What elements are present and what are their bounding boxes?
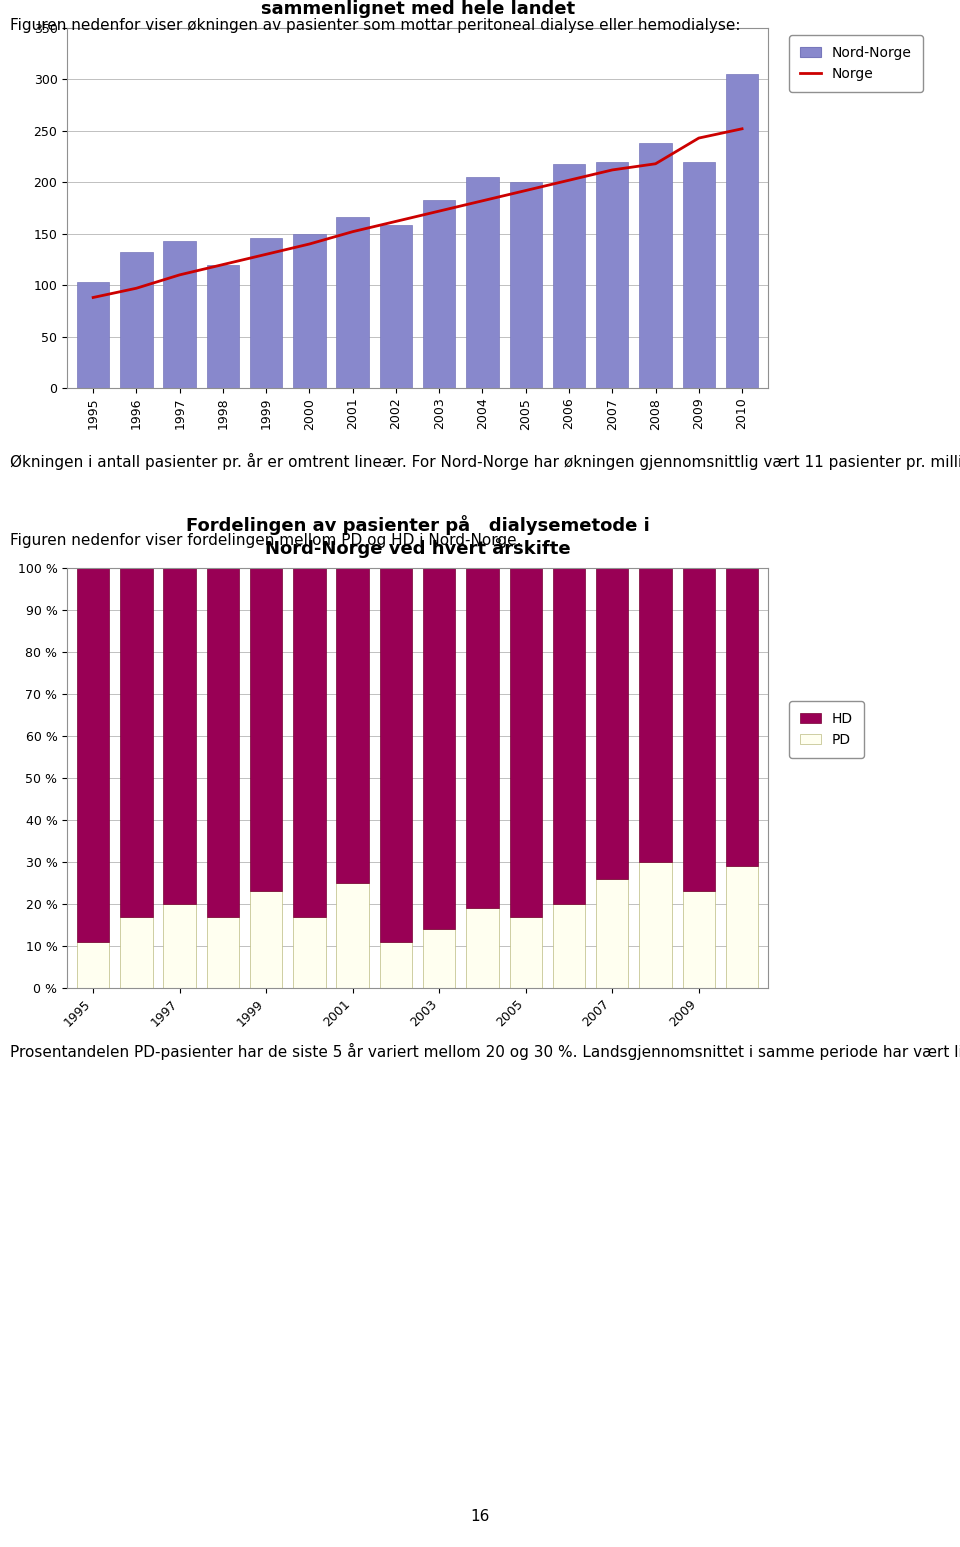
Bar: [206, 568, 239, 917]
Bar: [337, 568, 369, 883]
Bar: [293, 917, 325, 989]
Bar: [163, 241, 196, 388]
Bar: [206, 917, 239, 989]
Bar: [337, 883, 369, 989]
Bar: [337, 217, 369, 388]
Bar: [293, 568, 325, 917]
Bar: [120, 568, 153, 917]
Bar: [467, 178, 498, 388]
Text: Prosentandelen PD-pasienter har de siste 5 år variert mellom 20 og 30 %. Landsgj: Prosentandelen PD-pasienter har de siste…: [10, 1043, 960, 1060]
Text: Økningen i antall pasienter pr. år er omtrent lineær. For Nord-Norge har økninge: Økningen i antall pasienter pr. år er om…: [10, 453, 960, 470]
Bar: [467, 568, 498, 908]
Bar: [77, 942, 109, 989]
Bar: [553, 568, 586, 903]
Title: Fordelingen av pasienter på   dialysemetode i
Nord-Norge ved hvert årskifte: Fordelingen av pasienter på dialysemetod…: [185, 515, 650, 558]
Bar: [596, 162, 629, 388]
Bar: [553, 903, 586, 989]
Bar: [639, 862, 672, 989]
Bar: [683, 568, 715, 891]
Bar: [596, 879, 629, 989]
Bar: [467, 908, 498, 989]
Legend: Nord-Norge, Norge: Nord-Norge, Norge: [789, 36, 923, 93]
Bar: [683, 891, 715, 989]
Bar: [553, 164, 586, 388]
Legend: HD, PD: HD, PD: [789, 701, 864, 758]
Bar: [250, 238, 282, 388]
Bar: [77, 282, 109, 388]
Bar: [510, 183, 542, 388]
Bar: [120, 917, 153, 989]
Bar: [423, 930, 455, 989]
Bar: [510, 917, 542, 989]
Bar: [206, 265, 239, 388]
Bar: [250, 891, 282, 989]
Bar: [510, 568, 542, 917]
Bar: [726, 568, 758, 866]
Bar: [726, 74, 758, 388]
Bar: [77, 568, 109, 942]
Bar: [683, 162, 715, 388]
Bar: [726, 866, 758, 989]
Bar: [163, 568, 196, 903]
Bar: [423, 200, 455, 388]
Bar: [596, 568, 629, 879]
Bar: [120, 252, 153, 388]
Text: 16: 16: [470, 1508, 490, 1524]
Bar: [293, 234, 325, 388]
Bar: [639, 568, 672, 862]
Title: Antall pas. i dialysebehanding pr. million ved
begynnelsen av hvert år i Nord-No: Antall pas. i dialysebehanding pr. milli…: [190, 0, 645, 19]
Bar: [380, 568, 412, 942]
Bar: [163, 903, 196, 989]
Bar: [639, 144, 672, 388]
Bar: [250, 568, 282, 891]
Bar: [380, 942, 412, 989]
Bar: [380, 226, 412, 388]
Text: Figuren nedenfor viser økningen av pasienter som mottar peritoneal dialyse eller: Figuren nedenfor viser økningen av pasie…: [10, 19, 740, 32]
Bar: [423, 568, 455, 930]
Text: Figuren nedenfor viser fordelingen mellom PD og HD i Nord-Norge.: Figuren nedenfor viser fordelingen mello…: [10, 534, 521, 548]
